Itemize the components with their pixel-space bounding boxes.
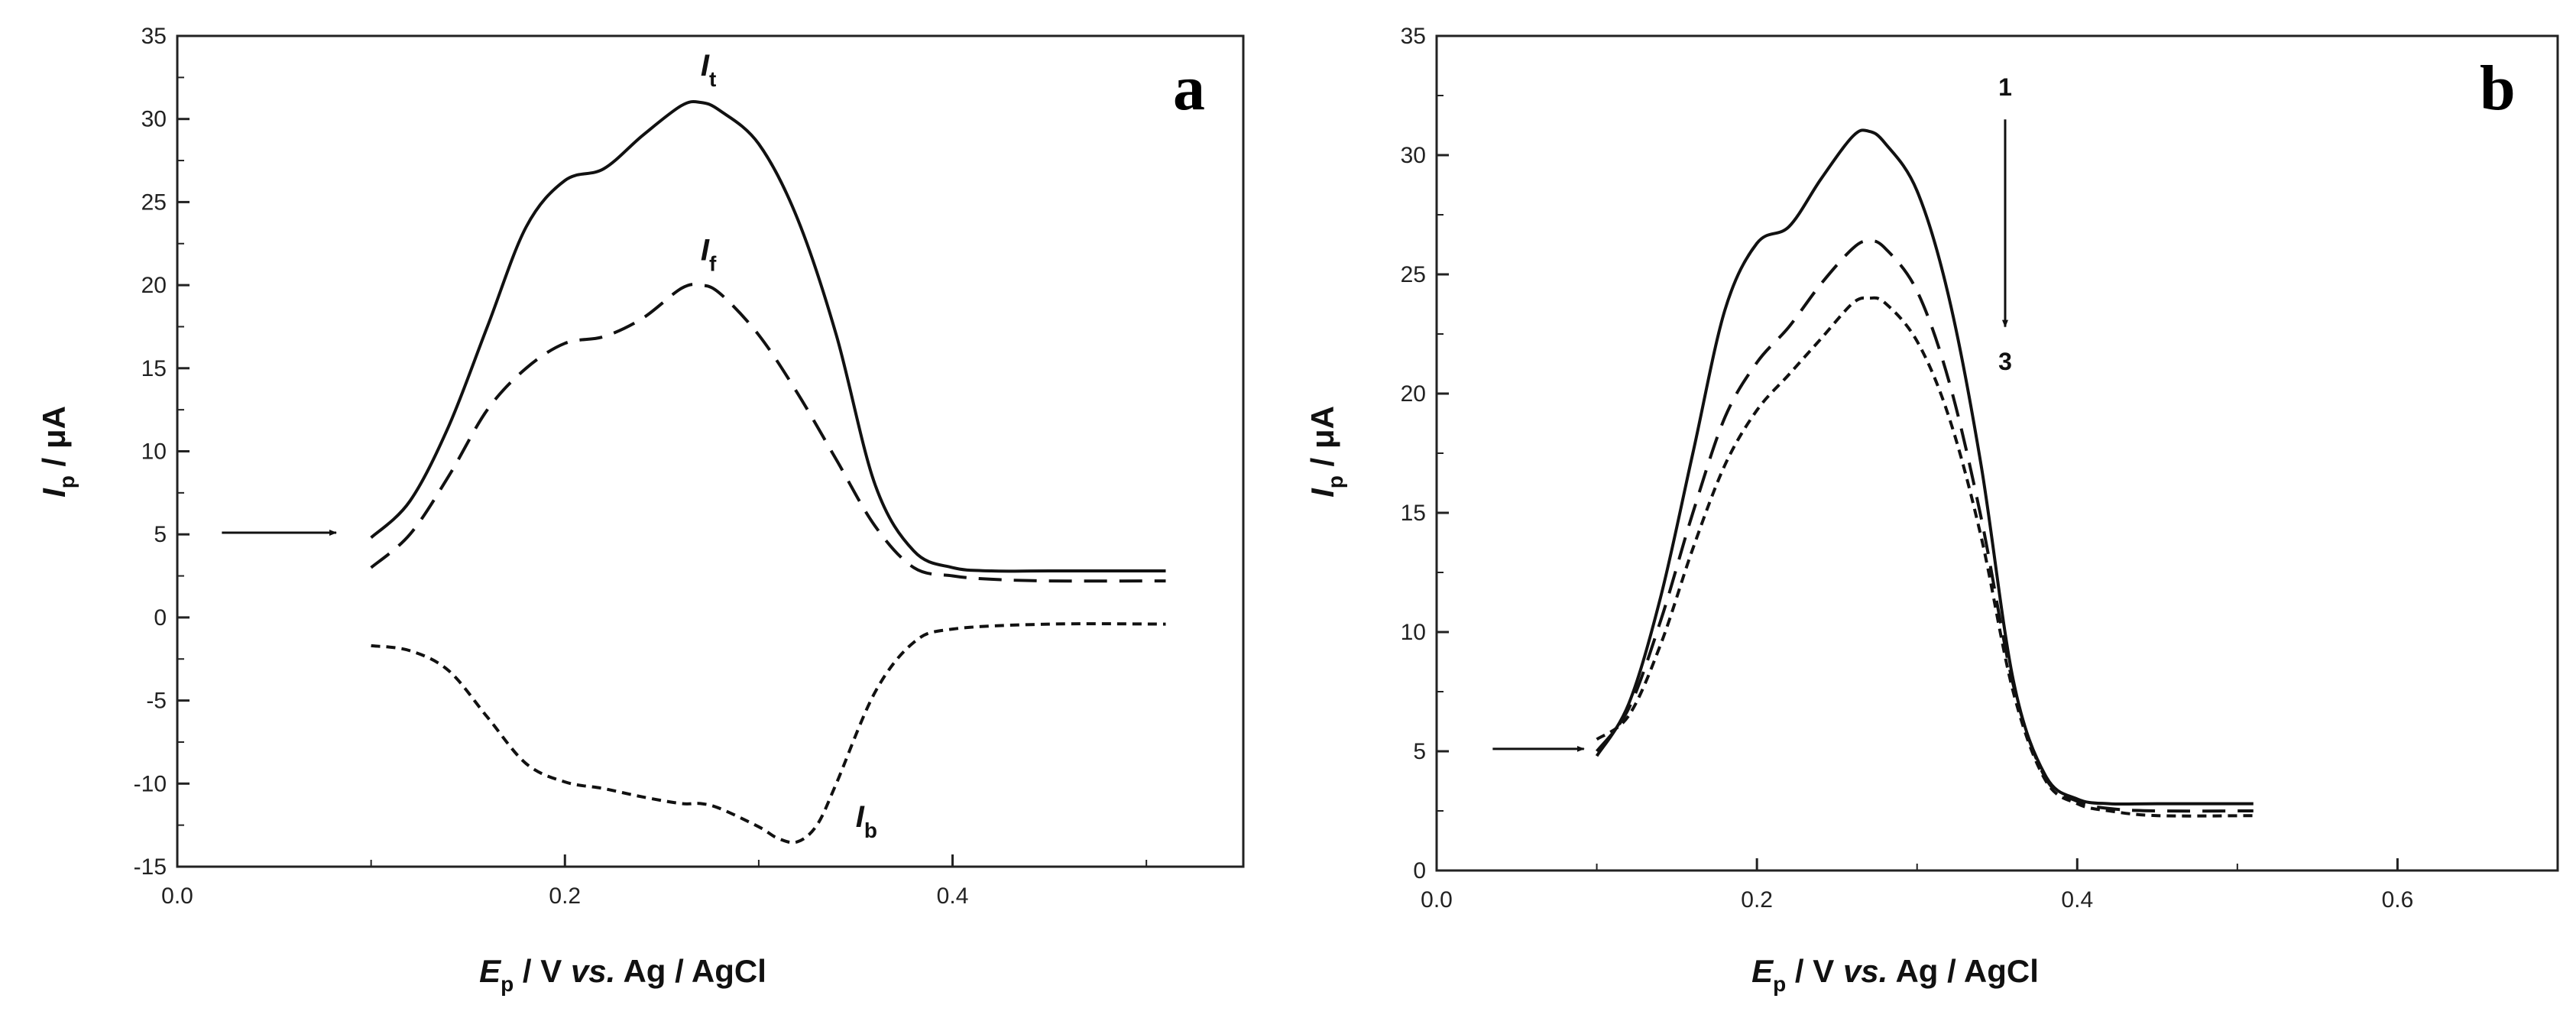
y-tick-label: 5 [154, 522, 167, 547]
curve-label-ib: Ib [856, 800, 877, 842]
curve-label-sub: t [709, 67, 716, 91]
y-axis-title-rest: / μA [1304, 406, 1340, 475]
x-axis-title-rest: / V [514, 953, 571, 989]
y-axis-title-b: Ip / μA [1304, 406, 1347, 498]
x-tick-label: 0.4 [937, 883, 969, 909]
y-tick-label: 30 [1401, 143, 1426, 168]
x-axis-title-rest: / V [1786, 953, 1843, 989]
y-axis-title-main: I [36, 488, 72, 498]
y-tick-label: 35 [141, 24, 167, 49]
y-tick-label: 35 [1401, 24, 1426, 49]
y-tick-label: 20 [1401, 381, 1426, 407]
series-group-b [1595, 128, 2254, 818]
curve-label-main: I [856, 800, 865, 834]
x-tick-label: 0.0 [1421, 887, 1453, 913]
y-tick-label: 30 [141, 107, 167, 132]
panel-letter-b: b [2480, 53, 2516, 124]
x-tick-label: 0.4 [2061, 887, 2093, 913]
x-axis-title-ref: Ag / AgCl [1887, 953, 2039, 989]
curve-number-bottom: 3 [1998, 348, 2012, 375]
y-tick-label: 10 [141, 439, 167, 465]
y-tick-label: 25 [1401, 262, 1426, 287]
y-tick-label: 0 [1413, 858, 1426, 883]
x-axis-title-sub: p [501, 972, 514, 996]
y-tick-label: 20 [141, 273, 167, 298]
series-line-i-f [370, 283, 1166, 583]
x-axis-title-b: Ep / V vs. Ag / AgCl [1751, 953, 2039, 996]
curve-label-main: I [701, 233, 710, 267]
x-axis-title-a: Ep / V vs. Ag / AgCl [479, 953, 766, 996]
y-tick-label: -15 [134, 854, 167, 880]
x-tick-label: 0.0 [161, 883, 193, 909]
curve-number-top: 1 [1998, 73, 2012, 101]
y-axis-title-sub: p [1324, 475, 1347, 488]
axes-a: 0.0 0.2 0.4 -15 -10 -5 0 5 10 15 20 25 30 35 [134, 24, 1148, 909]
y-axis-title-a: Ip / μA [36, 406, 79, 498]
series-line-3 [1596, 296, 2254, 818]
x-axis-title-vs: vs. [1843, 953, 1887, 989]
x-axis-title-main: E [1751, 953, 1774, 989]
series-line-2 [1595, 239, 2254, 813]
curve-label-main: I [701, 49, 710, 83]
y-tick-label: 10 [1401, 620, 1426, 645]
curve-label-if: If [701, 233, 717, 275]
series-line-1 [1595, 128, 2254, 806]
annotations-b: 13 [1492, 73, 2012, 752]
x-axis-title-ref: Ag / AgCl [615, 953, 766, 989]
y-tick-label: 25 [141, 190, 167, 215]
axes-b: 0.0 0.2 0.4 0.6 0 5 10 15 20 25 30 35 [1401, 24, 2414, 913]
x-axis-title-sub: p [1773, 972, 1786, 996]
y-tick-label: 0 [154, 605, 167, 631]
series-line-i-b [371, 622, 1166, 845]
curve-label-sub: b [864, 819, 877, 842]
y-tick-label: 15 [141, 356, 167, 381]
series-line-i-t [370, 99, 1166, 573]
x-tick-label: 0.6 [2382, 887, 2414, 913]
y-tick-label: -10 [134, 771, 167, 796]
plot-frame-a [176, 34, 1245, 868]
y-tick-label: 15 [1401, 501, 1426, 526]
panel-letter-a: a [1173, 53, 1205, 124]
y-tick-label: -5 [146, 689, 167, 714]
curve-label-sub: f [709, 251, 717, 275]
y-axis-title-rest: / μA [36, 406, 72, 475]
x-axis-title-main: E [479, 953, 502, 989]
y-axis-title-main: I [1304, 488, 1340, 498]
y-tick-label: 5 [1413, 739, 1426, 764]
curve-label-it: It [701, 49, 716, 91]
series-group-a [370, 99, 1166, 845]
y-axis-title-sub: p [55, 475, 79, 488]
x-axis-title-vs: vs. [571, 953, 615, 989]
x-tick-label: 0.2 [1741, 887, 1773, 913]
x-tick-label: 0.2 [549, 883, 581, 909]
